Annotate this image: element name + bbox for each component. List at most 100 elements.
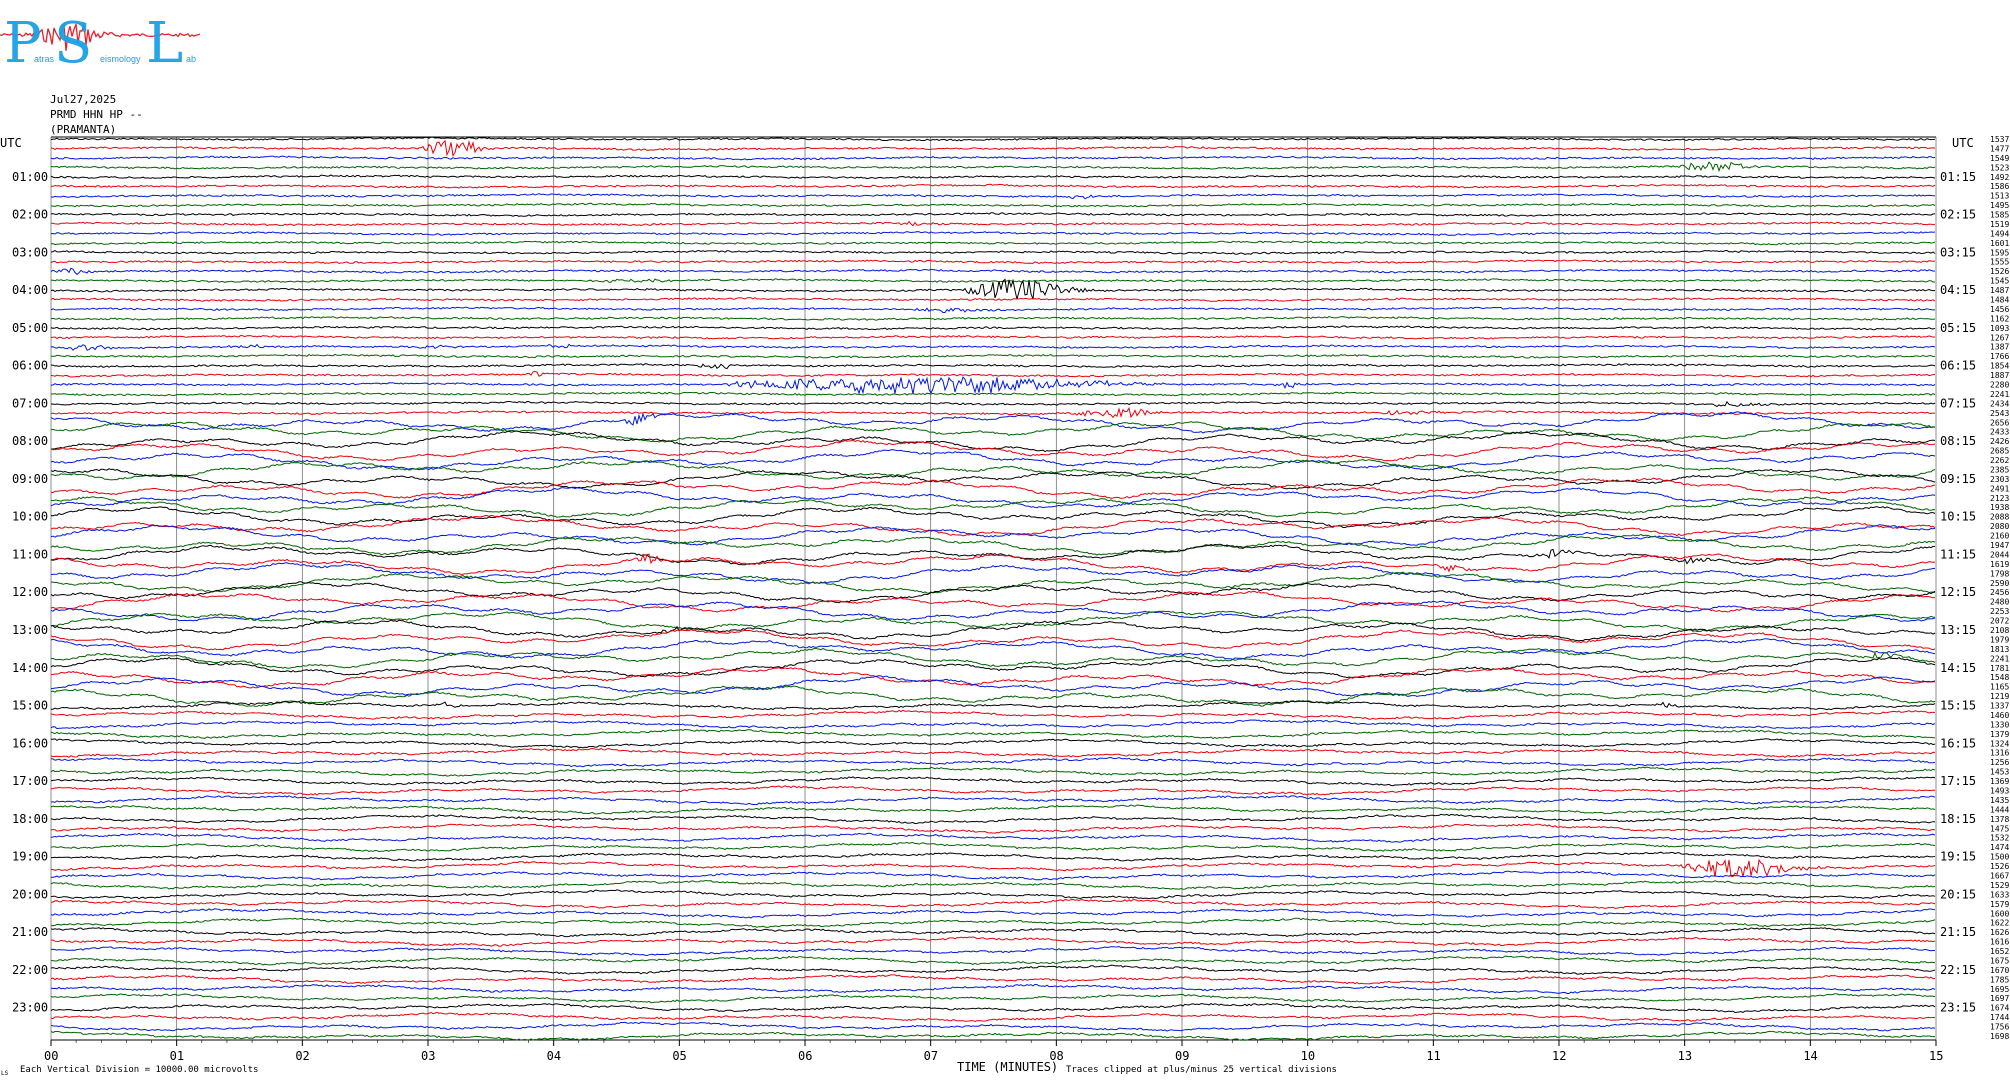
trace-count: 1165 <box>1990 683 2009 692</box>
hour-label-right: 20:15 <box>1940 887 1976 901</box>
logo-letter-l: L <box>146 11 183 70</box>
trace-count: 1267 <box>1990 333 2009 342</box>
trace-count: 2543 <box>1990 409 2009 418</box>
trace-count: 1695 <box>1990 985 2009 994</box>
x-tick-label: 10 <box>1301 1049 1315 1063</box>
trace-count: 2590 <box>1990 579 2009 588</box>
trace-row <box>50 813 1936 825</box>
trace-row <box>50 1030 1936 1041</box>
trace-row <box>50 917 1936 928</box>
trace-count: 2072 <box>1990 617 2009 626</box>
trace-count: 1744 <box>1990 1013 2009 1022</box>
hour-label-right: 17:15 <box>1940 774 1976 788</box>
trace-count: 1500 <box>1990 853 2009 862</box>
trace-row <box>50 267 1936 275</box>
trace-row <box>50 936 1936 947</box>
x-axis-ticks: 00 01 02 03 04 05 06 07 08 09 10 11 12 13 14 15 <box>44 1049 1943 1063</box>
logo-letter-p: P <box>4 11 42 70</box>
trace-count: 1616 <box>1990 938 2009 947</box>
hour-label-left: 22:00 <box>12 963 48 977</box>
trace-count: 1495 <box>1990 201 2009 210</box>
trace-count: 1619 <box>1990 560 2009 569</box>
trace-row <box>50 667 1936 689</box>
trace-count: 1626 <box>1990 928 2009 937</box>
trace-count: 2685 <box>1990 447 2009 456</box>
trace-row <box>51 363 1936 370</box>
trace-count: 1854 <box>1990 362 2009 371</box>
hour-label-left: 10:00 <box>12 510 48 524</box>
hour-label-right: 23:15 <box>1940 1001 1976 1015</box>
trace-row <box>50 1003 1936 1014</box>
hour-label-right: 11:15 <box>1940 547 1976 561</box>
hour-label-left: 03:00 <box>12 245 48 259</box>
trace-count: 1492 <box>1990 173 2009 182</box>
trace-count: 1324 <box>1990 739 2009 748</box>
trace-count: 1697 <box>1990 994 2009 1003</box>
trace-count: 1387 <box>1990 343 2009 352</box>
trace-row <box>50 543 1935 566</box>
trace-row <box>50 738 1936 749</box>
trace-count: 1674 <box>1990 1004 2009 1013</box>
hour-label-right: 08:15 <box>1940 434 1976 448</box>
left-utc-title: UTC <box>0 136 22 150</box>
trace-row <box>50 974 1936 985</box>
x-tick-label: 14 <box>1803 1049 1817 1063</box>
trace-row <box>50 656 1936 679</box>
trace-row <box>50 719 1936 730</box>
trace-count: 2656 <box>1990 418 2009 427</box>
x-tick-label: 01 <box>170 1049 184 1063</box>
hour-label-left: 15:00 <box>12 699 48 713</box>
trace-row <box>50 709 1935 720</box>
trace-count: 2433 <box>1990 428 2009 437</box>
trace-row <box>50 776 1936 787</box>
trace-row <box>50 993 1936 1004</box>
trace-count: 2280 <box>1990 380 2009 389</box>
trace-row <box>50 700 1936 711</box>
trace-row <box>50 870 1936 881</box>
trace-row <box>50 220 1936 227</box>
trace-row <box>50 249 1936 255</box>
hour-label-left: 02:00 <box>12 208 48 222</box>
trace-count: 1460 <box>1990 711 2009 720</box>
trace-row <box>50 486 1936 509</box>
x-tick-label: 13 <box>1678 1049 1692 1063</box>
trace-count: 1219 <box>1990 692 2009 701</box>
trace-row <box>51 571 1936 594</box>
trace-row <box>50 278 1935 300</box>
trace-row <box>50 212 1936 217</box>
trace-row <box>50 240 1936 246</box>
trace-count: 2241 <box>1990 390 2009 399</box>
trace-count: 1548 <box>1990 673 2009 682</box>
hour-label-left: 16:00 <box>12 736 48 750</box>
trace-row <box>50 496 1936 518</box>
trace-count: 1256 <box>1990 758 2009 767</box>
trace-row <box>50 795 1936 806</box>
trace-count: 1484 <box>1990 296 2009 305</box>
trace-row <box>51 391 1936 397</box>
hour-label-right: 14:15 <box>1940 661 1976 675</box>
trace-row <box>50 581 1936 604</box>
trace-count: 1601 <box>1990 239 2009 248</box>
trace-count: 2241 <box>1990 654 2009 663</box>
trace-row <box>50 161 1936 173</box>
x-tick-label: 02 <box>295 1049 309 1063</box>
trace-count: 1369 <box>1990 777 2009 786</box>
trace-row <box>50 756 1936 768</box>
trace-row <box>50 785 1936 796</box>
hour-label-left: 14:00 <box>12 661 48 675</box>
trace-count: 1798 <box>1990 569 2009 578</box>
trace-count: 1435 <box>1990 796 2009 805</box>
footer-clipping-note: Traces clipped at plus/minus 25 vertical… <box>1066 1065 1337 1075</box>
trace-row <box>50 353 1936 359</box>
trace-count: 1947 <box>1990 541 2009 550</box>
trace-count: 1600 <box>1990 909 2009 918</box>
trace-count: 1532 <box>1990 834 2009 843</box>
hour-label-left: 08:00 <box>12 434 48 448</box>
trace-count: 1756 <box>1990 1023 2009 1032</box>
hour-label-right: 10:15 <box>1940 510 1976 524</box>
corner-mark: LS <box>1 1070 9 1077</box>
logo-seismic-trace <box>0 22 200 51</box>
trace-count: 1487 <box>1990 286 2009 295</box>
hour-label-right: 01:15 <box>1940 170 1976 184</box>
